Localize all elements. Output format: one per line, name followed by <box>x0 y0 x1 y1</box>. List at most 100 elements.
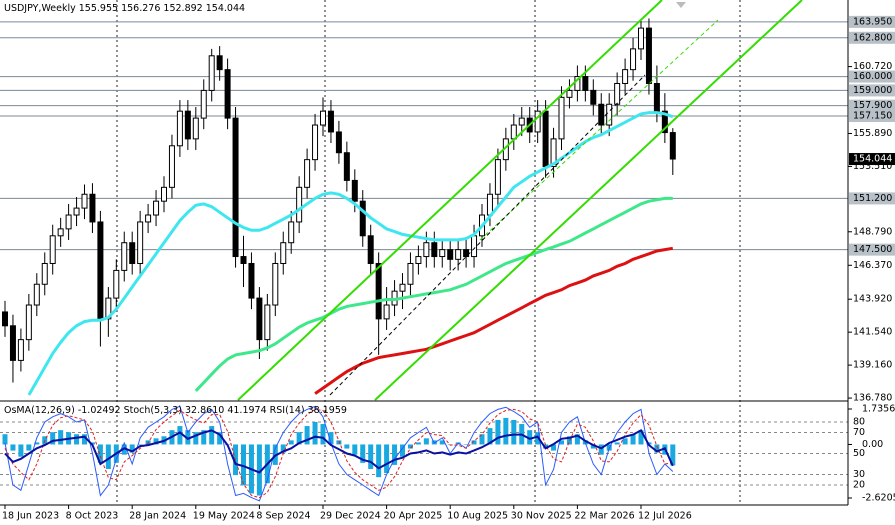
osma-bar <box>654 444 660 453</box>
candle-body <box>176 110 183 147</box>
level-box <box>849 70 895 83</box>
osma-bar <box>18 444 24 457</box>
x-tick-label: 19 May 2024 <box>193 511 255 522</box>
osma-bar <box>177 426 183 445</box>
candle-body <box>455 249 462 260</box>
candle-body <box>97 221 104 320</box>
osma-bar <box>193 432 199 445</box>
osma-bar <box>217 432 223 445</box>
osma-value: -1.02492 <box>78 405 121 416</box>
high: 156.276 <box>121 3 160 14</box>
y-tick-label: 1.7356 <box>862 404 895 415</box>
candle-body <box>232 117 239 258</box>
osc-line <box>4 408 673 499</box>
candle-body <box>89 193 96 223</box>
candle-body <box>25 304 32 341</box>
candle-body <box>471 235 478 258</box>
open: 155.955 <box>79 3 118 14</box>
level-box <box>849 243 895 256</box>
level-box <box>849 15 895 28</box>
osma-bar <box>511 419 517 445</box>
candle-body <box>192 117 199 140</box>
candle-body <box>41 262 48 285</box>
osma-bar <box>360 444 366 463</box>
osma-bar <box>129 444 135 453</box>
osma-bar <box>153 438 159 445</box>
x-tick-label: 20 Apr 2025 <box>384 511 443 522</box>
osma-bar <box>201 430 207 445</box>
osma-bar <box>543 444 549 449</box>
candle-body <box>622 69 629 84</box>
candle-body <box>407 262 414 285</box>
stoch-signal: 41.1974 <box>227 405 266 416</box>
osma-bar <box>384 444 390 474</box>
osma-bar <box>82 434 87 445</box>
candle-body <box>582 76 589 91</box>
level-label: 162.800 <box>853 32 892 43</box>
candle-body <box>264 304 271 341</box>
candle-body <box>304 159 311 188</box>
level-label: 160.000 <box>853 71 892 82</box>
y2-tick-label: 80 <box>853 417 865 428</box>
osma-bar <box>328 432 334 445</box>
osma-bar <box>463 444 469 445</box>
x-tick-label: 22 Mar 2026 <box>574 511 634 522</box>
candle-body <box>494 159 501 195</box>
price-box <box>849 153 895 166</box>
osma-bar <box>105 444 111 469</box>
osma-bar <box>336 440 342 445</box>
channel-line <box>237 0 663 401</box>
osma-bar <box>121 444 127 455</box>
low: 152.892 <box>163 3 202 14</box>
osma-bar <box>614 442 620 445</box>
osma-bar <box>368 444 374 469</box>
osma-bar <box>352 444 358 455</box>
candle-body <box>431 242 438 258</box>
y-tick-label: 0.00 <box>862 439 883 450</box>
level-box <box>849 31 895 44</box>
candle-body <box>161 186 167 202</box>
candle-body <box>33 283 40 306</box>
osma-bar <box>638 430 644 445</box>
osma-bar <box>423 438 429 445</box>
y-tick-label: 136.780 <box>853 393 892 404</box>
osma-bar <box>58 430 64 445</box>
osma-bar <box>471 440 477 445</box>
y-tick-label: -2.6205 <box>862 493 895 504</box>
level-box <box>849 84 895 97</box>
osma-bar <box>495 419 501 445</box>
osma-bar <box>415 442 421 445</box>
candle-body <box>645 27 652 84</box>
candle-body <box>73 207 80 216</box>
osma-bar <box>280 444 286 453</box>
y-tick-label: 139.160 <box>853 360 892 371</box>
candle-body <box>542 110 549 168</box>
y2-tick-label: 30 <box>853 469 865 480</box>
level-box <box>849 192 895 205</box>
stoch-name: Stoch(5,3,3) <box>124 405 182 416</box>
osma-bar <box>34 442 40 445</box>
candle-body <box>216 55 223 71</box>
osma-bar <box>376 444 382 478</box>
candle-body <box>359 200 366 237</box>
candle-body <box>335 131 342 154</box>
candle-body <box>65 214 72 230</box>
y2-tick-label: 20 <box>853 480 865 491</box>
candle-body <box>320 110 326 126</box>
candle-body <box>590 89 597 105</box>
x-tick-label: 30 Nov 2025 <box>511 511 572 522</box>
x-tick-label: 10 Aug 2025 <box>447 511 508 522</box>
moving-average <box>194 196 673 392</box>
level-label: 163.950 <box>853 16 892 27</box>
osma-bar <box>670 444 676 466</box>
candle-body <box>534 110 541 133</box>
osma-bar <box>598 444 604 455</box>
osma-bar <box>312 421 318 445</box>
y-tick-label: 148.790 <box>853 226 892 237</box>
osma-bar <box>288 440 294 445</box>
candle-body <box>81 193 88 209</box>
osma-bar <box>527 430 533 445</box>
candle-body <box>200 89 207 119</box>
candle-body <box>121 242 128 271</box>
x-tick-label: 8 Oct 2023 <box>66 511 119 522</box>
